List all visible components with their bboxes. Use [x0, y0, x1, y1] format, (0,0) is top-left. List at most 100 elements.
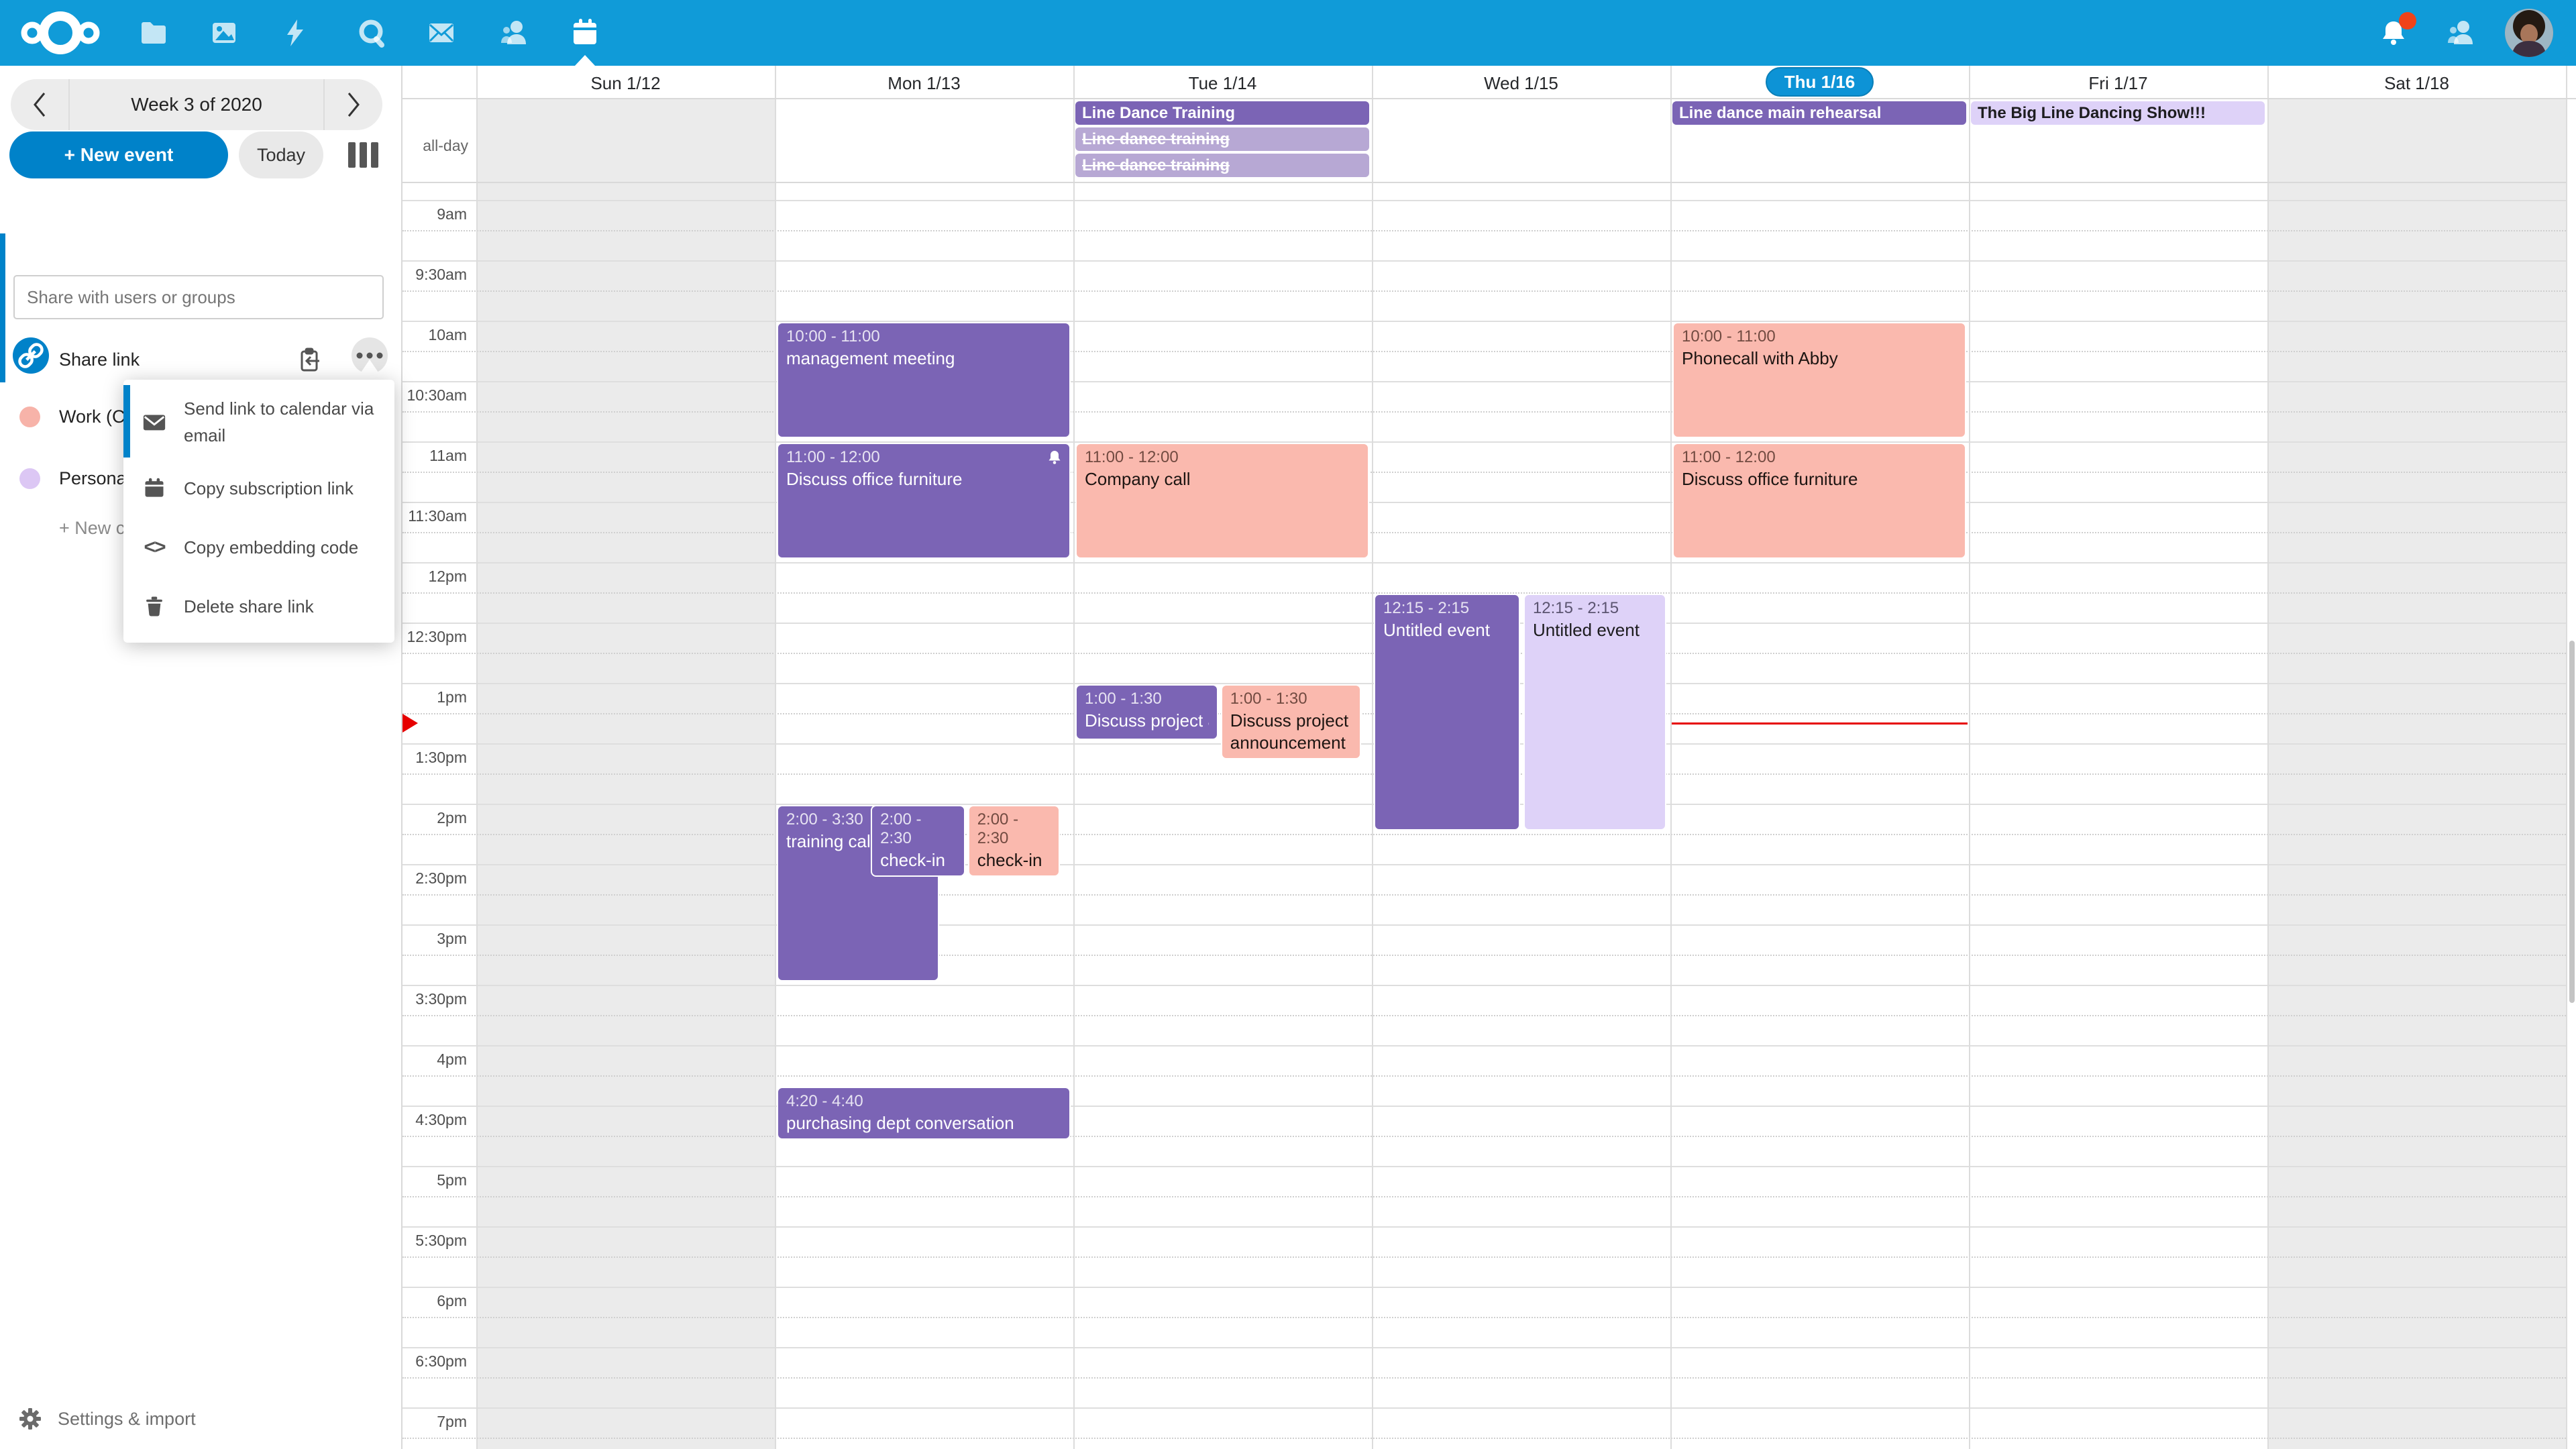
event-title: Discuss project announcement	[1230, 710, 1349, 753]
share-input[interactable]	[13, 275, 384, 319]
menu-item-send-link-email[interactable]: Send link to calendar via email	[123, 385, 394, 459]
copy-link-icon[interactable]	[297, 347, 322, 373]
event[interactable]: 11:00 - 12:00 Discuss office furniture	[777, 443, 1071, 559]
event-title: check-in	[977, 850, 1042, 870]
menu-item-delete-share-link[interactable]: Delete share link	[123, 577, 394, 636]
selected-calendar-accent	[0, 233, 5, 382]
next-week-button[interactable]	[325, 79, 382, 130]
event-title: check-in	[880, 850, 945, 870]
email-icon	[141, 409, 168, 435]
scrollbar-thumb[interactable]	[2569, 641, 2575, 1003]
day-header: Thu 1/16	[1670, 67, 1969, 97]
notification-badge	[2399, 12, 2416, 30]
grid-slot-line	[402, 200, 2566, 201]
event[interactable]: 11:00 - 12:00 Discuss office furniture	[1672, 443, 1966, 559]
menu-focus-accent	[123, 385, 130, 458]
event-title: Company call	[1085, 469, 1191, 489]
grid-slot-line	[402, 985, 2566, 986]
time-label: 11:30am	[408, 507, 467, 525]
day-header: Sat 1/18	[2384, 73, 2449, 93]
all-day-event[interactable]: Line dance training	[1075, 127, 1369, 151]
calendar-color-dot	[19, 468, 40, 489]
event[interactable]: 11:00 - 12:00 Company call	[1075, 443, 1369, 559]
week-navigation: Week 3 of 2020	[11, 79, 382, 130]
day-header: Tue 1/14	[1188, 73, 1257, 93]
time-label: 12:30pm	[407, 628, 467, 645]
calendar-item-work[interactable]: Work (C	[0, 401, 402, 443]
now-indicator-line	[1672, 722, 1968, 725]
grid-slot-line	[402, 955, 2566, 956]
event-time: 11:00 - 12:00	[1682, 448, 1776, 466]
menu-item-copy-subscription-link[interactable]: Copy subscription link	[123, 459, 394, 518]
mail-icon[interactable]	[426, 17, 457, 48]
avatar[interactable]	[2505, 9, 2553, 57]
grid-slot-line	[402, 1287, 2566, 1288]
column-divider	[1670, 66, 1672, 1449]
event[interactable]: 10:00 - 11:00 Phonecall with Abby	[1672, 322, 1966, 438]
time-label: 1pm	[437, 688, 467, 706]
activity-icon[interactable]	[280, 17, 311, 48]
time-label: 6pm	[437, 1292, 467, 1309]
calendar-icon[interactable]	[570, 17, 600, 48]
files-icon[interactable]	[138, 17, 169, 48]
talk-icon[interactable]	[356, 17, 387, 48]
grid-slot-line	[402, 1075, 2566, 1077]
gear-icon	[19, 1408, 41, 1430]
event-time: 11:00 - 12:00	[1085, 448, 1179, 466]
grid-slot-line	[402, 230, 2566, 231]
event[interactable]: 12:15 - 2:15 Untitled event	[1523, 594, 1666, 830]
event[interactable]: 4:20 - 4:40 purchasing dept conversation	[777, 1086, 1071, 1140]
all-day-event[interactable]: Line dance main rehearsal	[1672, 101, 1966, 125]
time-label: 3:30pm	[415, 990, 467, 1008]
today-button[interactable]: Today	[239, 131, 323, 178]
calendar-color-dot	[19, 407, 40, 427]
share-link-menu: Send link to calendar via email Copy sub…	[123, 380, 394, 643]
event-title: training call	[786, 831, 875, 851]
grid-slot-line	[402, 411, 2566, 413]
nextcloud-logo[interactable]	[19, 7, 103, 59]
grid-slot-line	[402, 834, 2566, 835]
grid-slot-line	[402, 351, 2566, 352]
grid-slot-line	[402, 532, 2566, 533]
allday-divider	[402, 182, 2566, 183]
top-navigation-bar	[0, 0, 2576, 66]
photos-icon[interactable]	[209, 17, 239, 48]
all-day-event[interactable]: Line dance training	[1075, 154, 1369, 177]
event[interactable]: 2:00 - 2:30 check-in	[967, 805, 1060, 877]
grid-slot-line	[402, 1045, 2566, 1046]
menu-item-copy-embedding-code[interactable]: <> Copy embedding code	[123, 518, 394, 577]
previous-week-button[interactable]	[11, 79, 68, 130]
grid-slot-line	[402, 1196, 2566, 1197]
grid-slot-line	[402, 894, 2566, 896]
event-time: 12:15 - 2:15	[1532, 599, 1619, 617]
event[interactable]: 1:00 - 1:30 Discuss project announcement	[1075, 684, 1218, 740]
delete-icon	[141, 593, 168, 620]
settings-import-button[interactable]: Settings & import	[19, 1407, 287, 1434]
day-header: Wed 1/15	[1484, 73, 1558, 93]
event[interactable]: 1:00 - 1:30 Discuss project announcement	[1220, 684, 1362, 759]
grid-slot-line	[402, 1166, 2566, 1167]
all-day-event[interactable]: The Big Line Dancing Show!!!	[1971, 101, 2265, 125]
new-event-button[interactable]: + New event	[9, 131, 228, 178]
new-calendar-button[interactable]: + New c	[59, 518, 125, 538]
notifications-bell-icon[interactable]	[2378, 17, 2409, 48]
event-title: Discuss office furniture	[786, 469, 963, 489]
view-toggle-icon[interactable]	[348, 142, 379, 168]
all-day-event[interactable]: Line Dance Training	[1075, 101, 1369, 125]
event-time: 11:00 - 12:00	[786, 448, 880, 466]
contacts-menu-icon[interactable]	[2445, 17, 2476, 48]
calendar-item-personal-2[interactable]: Persona	[0, 463, 402, 504]
column-divider	[1372, 66, 1373, 1449]
header-divider	[402, 98, 2576, 99]
grid-slot-line	[402, 321, 2566, 322]
share-link-icon	[13, 337, 49, 374]
event[interactable]: 2:00 - 2:30 check-in	[871, 805, 965, 877]
contacts-icon[interactable]	[498, 17, 529, 48]
grid-slot-line	[402, 441, 2566, 443]
event[interactable]: 10:00 - 11:00 management meeting	[777, 322, 1071, 438]
code-icon: <>	[144, 536, 166, 558]
event[interactable]: 12:15 - 2:15 Untitled event	[1374, 594, 1521, 830]
time-label: 3pm	[437, 930, 467, 947]
